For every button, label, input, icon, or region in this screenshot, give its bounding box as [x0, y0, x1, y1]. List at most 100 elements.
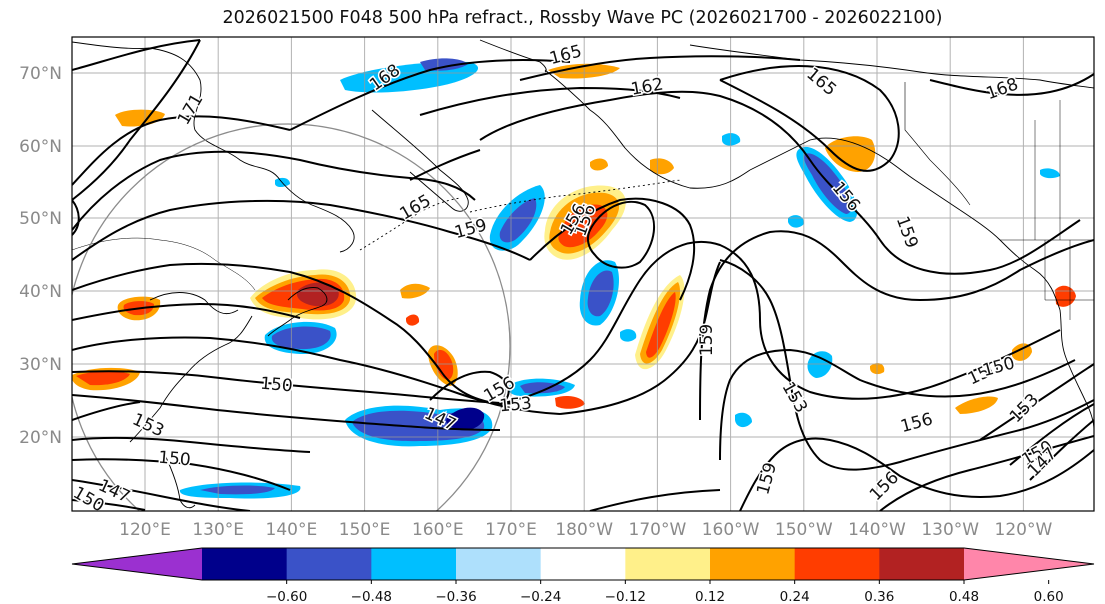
- colorbar-tick-label: 0.60: [1034, 589, 1064, 604]
- coast-japan: [267, 287, 328, 337]
- anomaly-blob-bc-outer: [825, 136, 876, 172]
- colorbar-tick-label: −0.60: [266, 589, 307, 604]
- contour-156-e: [589, 489, 721, 511]
- border-alaska-canada: [904, 82, 971, 206]
- coast-aleutians: [469, 179, 681, 213]
- anomaly-blob-150w-outer: [807, 351, 833, 378]
- contour-159-c: [699, 230, 1094, 421]
- contour-162: [479, 90, 1081, 275]
- coast-kamchatka: [371, 109, 469, 212]
- contour-162-b: [419, 86, 681, 116]
- colorbar-segment: [456, 548, 542, 580]
- anomaly-blob-east-35n: [1012, 343, 1032, 361]
- lon-tick-label: 120°W: [995, 520, 1053, 540]
- contour-156-b: [499, 240, 1061, 405]
- anomaly-blob-170e-core: [558, 204, 608, 248]
- contour-165-b: [409, 149, 481, 181]
- contour-168-east: [929, 73, 1094, 96]
- coast-california: [1059, 309, 1094, 431]
- lon-tick-label: 150°W: [775, 520, 833, 540]
- colorbar-segment: [286, 548, 372, 580]
- border-china-mongolia: [72, 237, 216, 261]
- colorbar-segment: [879, 548, 965, 580]
- contour-156-a: [72, 262, 501, 405]
- contour-147-a: [72, 394, 501, 431]
- contour-label: 150: [69, 483, 107, 517]
- contour-147-d: [1029, 419, 1094, 481]
- reference-circle: [72, 123, 511, 511]
- anomaly-blob-175w-core: [587, 270, 614, 317]
- coast-alaska-south: [749, 137, 961, 211]
- anomaly-spot-12: [722, 133, 741, 146]
- contour-label: 156: [898, 409, 935, 437]
- anomaly-spot-11: [620, 329, 637, 342]
- colorbar-tick-label: −0.24: [520, 589, 561, 604]
- lon-tick-label: 150°E: [339, 520, 391, 540]
- lat-tick-label: 20°N: [19, 428, 62, 448]
- colorbar-outline: [71, 547, 1095, 581]
- lon-tick-label: 130°E: [192, 520, 244, 540]
- anomaly-blob-115e-core: [76, 371, 130, 386]
- lon-tick-label: 170°E: [485, 520, 537, 540]
- anomaly-spot-5: [555, 396, 585, 409]
- shaded-anomalies: [72, 58, 1076, 499]
- contour-165-alaska: [719, 65, 900, 172]
- contour-label: 159: [753, 460, 781, 497]
- contour-150-b: [719, 259, 1094, 471]
- colorbar-tick-label: 0.24: [780, 589, 810, 604]
- contour-156-d: [879, 435, 1094, 511]
- contour-label: 162: [629, 74, 664, 99]
- contour-165-north: [519, 55, 801, 81]
- anomaly-spot-4: [735, 412, 752, 428]
- border-canada-provinces: [1034, 100, 1061, 240]
- coast-alaska-north: [689, 44, 1094, 89]
- colorbar-tick-label: −0.36: [435, 589, 476, 604]
- coast-chukotka: [479, 39, 547, 73]
- lat-tick-label: 40°N: [19, 282, 62, 302]
- contour-159-a: [72, 199, 531, 261]
- colorbar-tick-label: 0.12: [695, 589, 725, 604]
- contour-label: 153: [778, 378, 812, 416]
- contour-156-low: [586, 200, 656, 269]
- lon-tick-label: 140°E: [266, 520, 318, 540]
- contour-150-a: [72, 370, 521, 405]
- contour-label: 150: [980, 353, 1017, 381]
- coast-bc: [959, 209, 1061, 311]
- contour-159-b: [529, 197, 696, 301]
- anomaly-blob-south-japan-core: [271, 326, 331, 350]
- anomaly-blob-60n-outer: [115, 109, 165, 127]
- contour-label: 159: [452, 215, 489, 243]
- longitude-axis: 120°E 130°E 140°E 150°E 160°E 170°E 180°W 170°W…: [119, 520, 1052, 540]
- anomaly-spot-3: [590, 158, 608, 171]
- map-title: 2026021500 F048 500 hPa refract., Rossby…: [222, 8, 943, 28]
- lon-tick-label: 120°E: [119, 520, 171, 540]
- contour-147-b: [72, 401, 311, 453]
- lon-tick-label: 180°W: [555, 520, 613, 540]
- contour-168-c: [72, 199, 80, 236]
- anomaly-blob-130w-outer: [955, 396, 998, 414]
- contour-153-d: [979, 363, 1094, 441]
- lon-tick-label: 160°W: [702, 520, 760, 540]
- border-us-states: [1044, 240, 1094, 320]
- contour-150-d: [72, 499, 146, 511]
- lon-tick-label: 160°E: [412, 520, 464, 540]
- colorbar-tick-label: 0.48: [949, 589, 979, 604]
- contour-156-f: [429, 370, 510, 406]
- colorbar-extend-high: [964, 548, 1094, 580]
- anomaly-blob-165w-core: [646, 292, 676, 358]
- contour-159-d: [739, 437, 1094, 511]
- lon-tick-label: 140°W: [848, 520, 906, 540]
- contour-150-c: [72, 458, 291, 491]
- contour-label: 171: [174, 90, 208, 128]
- colorbar-extend-low: [72, 548, 202, 580]
- colorbar-segment: [625, 548, 711, 580]
- border-russia-china: [214, 259, 256, 291]
- anomaly-spot-8: [1040, 168, 1060, 179]
- lat-tick-label: 50°N: [19, 209, 62, 229]
- anomaly-blob-155e-core: [434, 349, 454, 380]
- colorbar-segment: [710, 548, 796, 580]
- anomaly-spot-10: [406, 314, 420, 326]
- map-frame: [71, 36, 1095, 512]
- height-contours: [72, 39, 1094, 511]
